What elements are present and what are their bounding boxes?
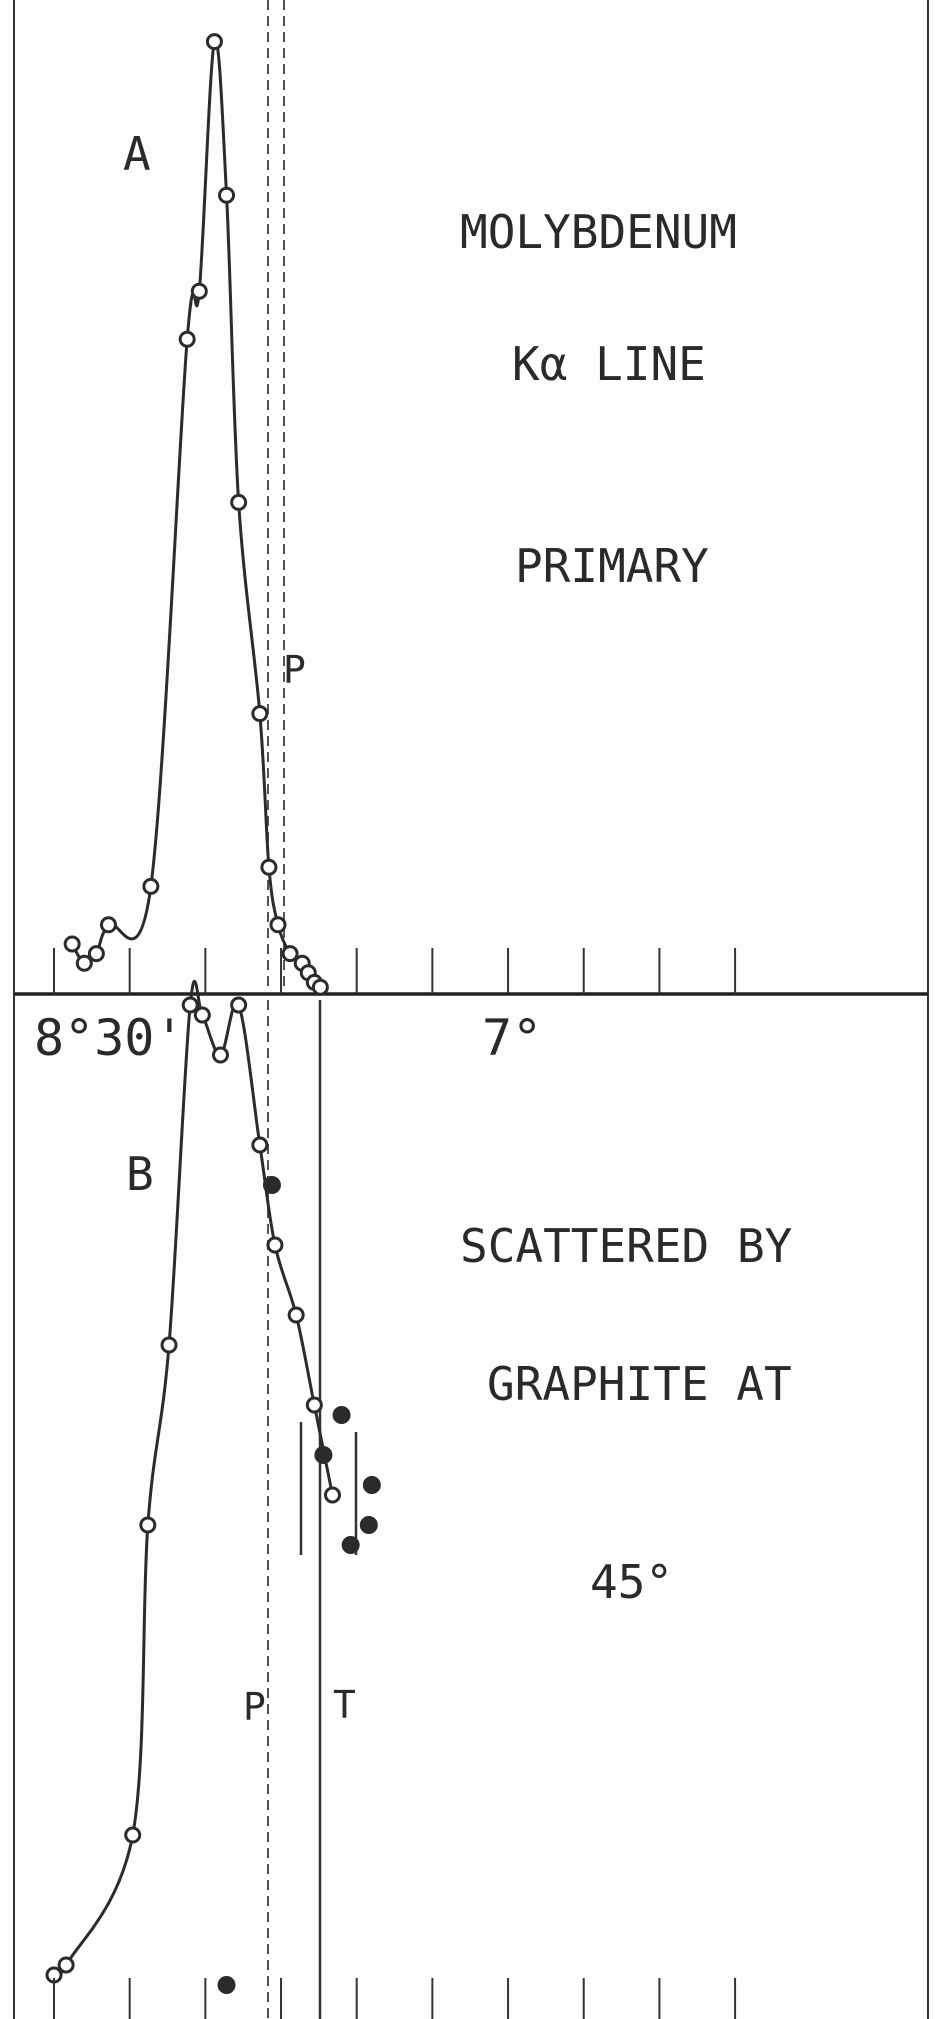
panel-a-data-point	[87, 945, 105, 963]
panel-a-data-point	[205, 33, 223, 51]
panel-b-filled-point	[314, 1446, 333, 1464]
panel-b-ticks	[53, 1978, 737, 2019]
panel-b-data-point	[160, 1336, 178, 1354]
panel-b-data-point	[266, 1236, 284, 1254]
panel-b-data-point	[181, 996, 199, 1014]
panel-b-label: B	[126, 1147, 154, 1201]
panel-a-label: A	[123, 127, 151, 181]
panel-b-marker-p: P	[243, 1685, 266, 1729]
panel-b-title-line1: SCATTERED BY	[460, 1219, 792, 1273]
x-tick-label-8-30: 8°30'	[34, 1009, 185, 1067]
panel-b-data-point	[230, 996, 248, 1014]
panel-a-data-point	[281, 945, 299, 963]
panel-a-peak-marker: P	[283, 648, 306, 692]
panel-a-data-point	[260, 858, 278, 876]
panel-b-data-point	[124, 1826, 142, 1844]
panel-b-data-point	[305, 1396, 323, 1414]
x-tick-label-7: 7°	[482, 1009, 542, 1067]
panel-a-data-point	[178, 330, 196, 348]
panel-a-plot	[63, 0, 329, 996]
panel-b-data-point	[57, 1956, 75, 1974]
panel-a-data-point	[99, 916, 117, 934]
panel-b-data-point	[251, 1136, 269, 1154]
panel-b-filled-point	[362, 1476, 381, 1494]
panel-a-title-line3: PRIMARY	[515, 539, 709, 593]
panel-b-title-line2: GRAPHITE AT	[487, 1357, 792, 1411]
panel-a-data-point	[63, 935, 81, 953]
panel-a-data-point	[218, 186, 236, 204]
panel-b-curve	[52, 979, 334, 1980]
panel-a-data-point	[230, 493, 248, 511]
panel-b-data-point	[211, 1046, 229, 1064]
panel-b-data-point	[193, 1006, 211, 1024]
panel-a-data-point	[142, 877, 160, 895]
panel-b-filled-point	[341, 1536, 360, 1554]
panel-b-marker-t: T	[333, 1683, 356, 1727]
panel-b-data-point	[323, 1486, 341, 1504]
panel-a-data-point	[190, 282, 208, 300]
panel-b-filled-point	[262, 1176, 281, 1194]
panel-b-filled-point	[359, 1516, 378, 1534]
panel-b-data-point	[139, 1516, 157, 1534]
panel-b-plot	[45, 979, 381, 2019]
panel-a-data-point	[311, 978, 329, 996]
panel-b-filled-point	[332, 1406, 351, 1424]
panel-a-data-point	[251, 705, 269, 723]
panel-a-title-line2: Kα LINE	[512, 337, 706, 391]
panel-a-title-line1: MOLYBDENUM	[460, 205, 737, 259]
panel-a-data-point	[75, 954, 93, 972]
panel-b-title-line3: 45°	[590, 1555, 673, 1609]
panel-b-data-point	[287, 1306, 305, 1324]
panel-b-filled-point	[217, 1976, 236, 1994]
panel-a-ticks	[53, 948, 737, 994]
panel-a-data-point	[269, 916, 287, 934]
